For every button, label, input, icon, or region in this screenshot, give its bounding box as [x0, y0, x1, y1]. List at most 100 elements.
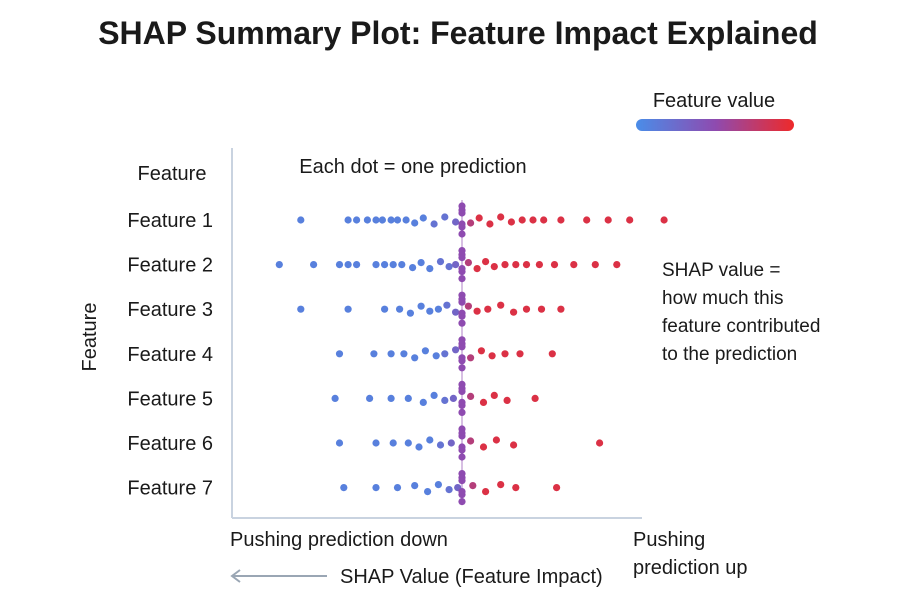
data-point	[537, 305, 546, 313]
data-point	[372, 216, 380, 224]
data-point	[372, 439, 380, 447]
data-point	[363, 216, 371, 224]
data-point	[402, 216, 410, 224]
data-point	[475, 214, 483, 222]
x-left-label: Pushing prediction down	[230, 529, 448, 551]
data-point	[529, 216, 537, 224]
data-point	[553, 484, 561, 492]
data-point	[458, 354, 466, 362]
data-point	[484, 305, 492, 313]
data-point	[458, 443, 466, 451]
legend-title: Feature value	[653, 90, 775, 112]
dot-annotation: Each dot = one prediction	[299, 156, 526, 178]
data-point	[389, 439, 397, 447]
data-point	[596, 439, 604, 447]
data-point	[540, 216, 548, 224]
data-point	[583, 216, 591, 224]
data-point	[430, 220, 438, 228]
data-point	[389, 261, 397, 269]
data-point	[512, 484, 520, 492]
data-point	[417, 302, 425, 310]
data-points	[275, 202, 668, 506]
data-point	[393, 216, 402, 224]
data-point	[275, 261, 283, 269]
data-point	[452, 308, 460, 316]
data-point	[393, 484, 402, 492]
data-point	[509, 441, 518, 449]
data-point	[387, 216, 395, 224]
y-axis-title: Feature	[79, 303, 101, 372]
data-point	[458, 474, 466, 482]
data-point	[458, 364, 466, 372]
data-point	[464, 259, 472, 267]
data-point	[372, 484, 380, 492]
shap-note-line-1: SHAP value =	[662, 260, 780, 281]
data-point	[507, 218, 515, 226]
data-point	[548, 350, 556, 358]
data-point	[458, 309, 466, 317]
data-point	[497, 481, 505, 489]
data-point	[458, 488, 466, 496]
data-point	[411, 219, 419, 227]
data-point	[535, 261, 544, 269]
data-point	[445, 486, 453, 494]
feature-label-6: Feature 6	[127, 433, 213, 455]
data-point	[482, 258, 490, 266]
data-point	[447, 439, 455, 447]
data-point	[426, 307, 434, 315]
feature-label-1: Feature 1	[127, 210, 213, 232]
data-point	[400, 350, 408, 358]
data-point	[417, 259, 425, 267]
data-point	[353, 216, 361, 224]
data-point	[452, 218, 460, 226]
data-point	[344, 216, 352, 224]
data-point	[404, 439, 412, 447]
shap-note-line-3: feature contributed	[662, 316, 820, 337]
data-point	[335, 261, 344, 269]
data-point	[381, 261, 389, 269]
data-point	[297, 216, 305, 224]
data-point	[503, 396, 511, 404]
data-point	[297, 305, 305, 313]
data-point	[396, 305, 404, 313]
data-point	[497, 213, 505, 221]
data-point	[557, 305, 565, 313]
data-point	[550, 261, 559, 269]
data-point	[398, 261, 406, 269]
x-right-label-line-1: Pushing	[633, 529, 705, 551]
data-point	[441, 396, 449, 404]
data-point	[458, 220, 466, 228]
feature-labels: Feature 1 Feature 2 Feature 3 Feature 4 Feat…	[127, 210, 213, 500]
data-point	[479, 398, 488, 406]
data-point	[458, 429, 466, 437]
data-point	[445, 263, 453, 271]
data-point	[335, 350, 344, 358]
data-point	[426, 265, 434, 273]
data-point	[613, 261, 621, 269]
data-point	[458, 340, 466, 348]
data-point	[531, 394, 539, 402]
data-point	[570, 261, 578, 269]
data-point	[331, 394, 339, 402]
data-point	[372, 261, 380, 269]
data-point	[340, 484, 348, 492]
data-point	[452, 346, 460, 354]
data-point	[467, 437, 475, 445]
data-point	[426, 436, 434, 444]
legend-color-bar	[636, 119, 794, 131]
data-point	[458, 498, 466, 506]
data-point	[626, 216, 634, 224]
data-point	[518, 216, 526, 224]
data-point	[458, 251, 466, 259]
data-point	[458, 453, 466, 461]
data-point	[441, 213, 449, 221]
data-point	[434, 305, 442, 313]
data-point	[458, 206, 466, 214]
data-point	[335, 439, 344, 447]
data-point	[604, 216, 612, 224]
data-point	[473, 265, 481, 273]
data-point	[458, 319, 466, 327]
data-point	[387, 394, 395, 402]
data-point	[479, 443, 488, 451]
